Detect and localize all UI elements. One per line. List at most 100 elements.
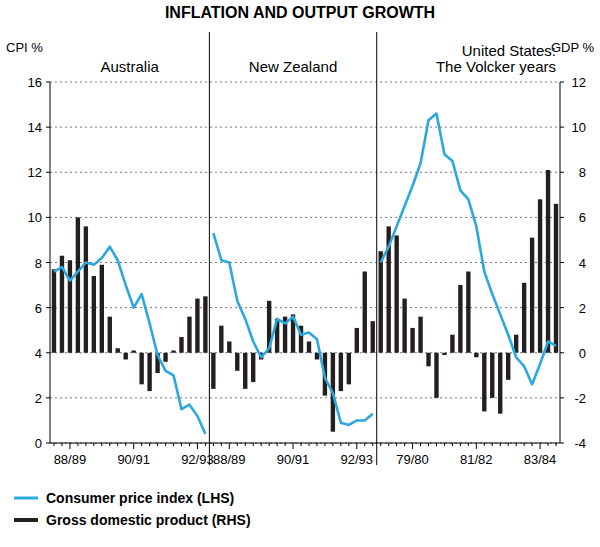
plot-area [379,114,559,414]
y-tick-label: 6 [35,301,42,316]
y2-tick-label: -2 [574,391,586,406]
y2-tick-label: 12 [572,75,586,90]
gdp-bar [379,251,383,353]
x-tick [133,443,134,449]
gdp-bar [76,217,80,352]
y2-tick [560,217,564,218]
gdp-bar [52,269,56,352]
y-tick-label: 8 [35,256,42,271]
gdp-bar [211,353,215,389]
y2-tick [560,172,564,173]
gdp-bar [339,353,343,391]
gdp-bar [219,326,223,353]
y2-tick-label: 0 [579,346,586,361]
y-tick [46,262,50,263]
gdp-bar [458,285,462,353]
y-tick [46,127,50,128]
gdp-bar [163,353,167,362]
gdp-bar [482,353,486,412]
x-tick-label: 88/89 [54,452,87,467]
y2-tick-label: 8 [579,165,586,180]
gdp-bar [139,353,143,385]
cpi-line [54,247,205,434]
y2-axis [560,82,561,443]
gdp-bar [307,341,311,352]
gdp-bar [92,276,96,353]
gdp-bar [315,353,319,360]
y-tick [46,397,50,398]
gdp-bar [179,337,183,353]
y-axis [50,82,51,443]
y-tick-label: 10 [28,210,42,225]
y2-tick [560,397,564,398]
grid-line [50,127,560,128]
gdp-bar [68,260,72,353]
x-tick [412,443,413,449]
gdp-bar [147,353,151,391]
gdp-bar [84,226,88,352]
x-tick [293,443,294,449]
x-tick [229,443,230,449]
grid-line [50,82,560,83]
gdp-bar [131,350,135,352]
panel-title: New Zealand [249,58,337,75]
grid-line [50,172,560,173]
gdp-bar [410,328,414,353]
gdp-bar [530,238,534,353]
panel-title: Australia [101,58,160,75]
x-tick [197,443,198,449]
x-axis [50,443,560,444]
gdp-bar [418,317,422,353]
gdp-bar [506,353,510,380]
y2-tick-label: 2 [579,301,586,316]
y2-tick [560,262,564,263]
gdp-bar [450,335,454,353]
gdp-bar [171,350,175,352]
y-tick-label: 12 [28,165,42,180]
gdp-bar [235,353,239,371]
plot-area [52,217,208,434]
x-tick-label: 88/89 [213,452,246,467]
panel-divider [376,32,377,465]
y2-axis-label: GDP % [551,40,595,55]
grid-line [50,307,560,308]
x-tick [476,443,477,449]
y2-tick-label: 4 [579,256,586,271]
gdp-bar [442,353,446,355]
x-tick-label: 90/91 [117,452,150,467]
x-tick-label: 79/80 [396,452,429,467]
gdp-bar [347,353,351,385]
y2-tick [560,307,564,308]
legend-swatch [14,497,38,500]
gdp-bar [116,348,120,353]
cpi-line [213,233,372,425]
y2-tick [560,82,564,83]
y2-tick-label: 10 [572,120,586,135]
gdp-bar [490,353,494,398]
gdp-bar [474,353,478,358]
panel-title: United States: [462,42,556,59]
gdp-bar [522,283,526,353]
gdp-bar [251,353,255,382]
gdp-bar [355,328,359,353]
grid-line [50,443,560,444]
gdp-bar [498,353,502,414]
x-tick-label: 81/82 [460,452,493,467]
panel-title: The Volcker years [436,58,556,75]
gdp-bar [363,272,367,353]
legend-swatch [14,518,38,522]
x-tick-label: 90/91 [277,452,310,467]
panel-divider [209,32,210,465]
y-tick [46,172,50,173]
y-tick-label: 2 [35,391,42,406]
x-tick [356,443,357,449]
gdp-bar [371,321,375,353]
gdp-bar [554,204,558,353]
y2-tick-label: 6 [579,210,586,225]
y-tick [46,307,50,308]
x-tick-label: 83/84 [524,452,557,467]
gdp-bar [243,353,247,389]
gdp-bar [426,353,430,367]
x-tick [540,443,541,449]
gdp-bar [195,299,199,353]
